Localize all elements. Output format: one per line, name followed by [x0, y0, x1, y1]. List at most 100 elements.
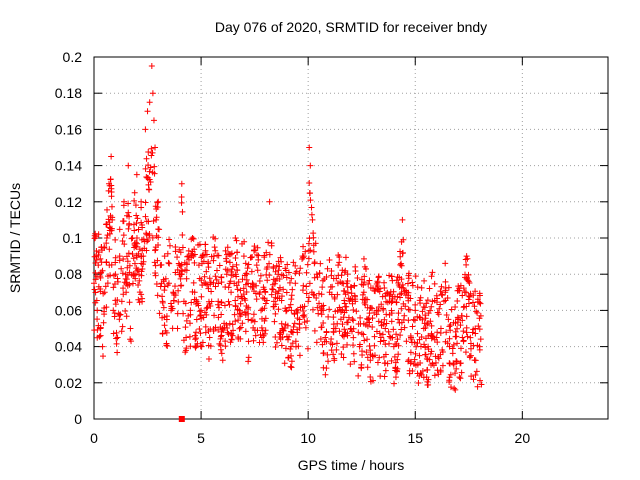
- data-point: [424, 382, 431, 389]
- y-tick-label: 0.1: [63, 230, 83, 246]
- data-point: [386, 311, 393, 318]
- data-point: [156, 310, 163, 317]
- data-point: [158, 261, 165, 268]
- data-point: [292, 280, 299, 287]
- data-point: [192, 332, 199, 339]
- data-point: [457, 282, 464, 289]
- data-point: [236, 310, 243, 317]
- data-point: [318, 311, 325, 318]
- data-point: [286, 304, 293, 311]
- data-point: [416, 314, 423, 321]
- data-point: [412, 307, 419, 314]
- data-point: [422, 312, 429, 319]
- data-point: [300, 243, 307, 250]
- data-point: [355, 372, 362, 379]
- y-tick-label: 0.02: [55, 375, 82, 391]
- data-point: [125, 209, 132, 216]
- data-point: [251, 288, 258, 295]
- data-point: [236, 325, 243, 332]
- data-point: [103, 240, 110, 247]
- data-point: [125, 200, 132, 207]
- data-point: [155, 198, 162, 205]
- data-point: [225, 298, 232, 305]
- y-tick-label: 0: [74, 411, 82, 427]
- data-point: [91, 286, 98, 293]
- data-point: [374, 359, 381, 366]
- x-axis-label: GPS time / hours: [298, 457, 405, 473]
- data-point: [248, 317, 255, 324]
- data-point: [142, 165, 149, 172]
- data-point: [132, 271, 139, 278]
- data-point: [303, 290, 310, 297]
- chart-title: Day 076 of 2020, SRMTID for receiver bnd…: [215, 19, 487, 35]
- data-point: [127, 325, 134, 332]
- data-point: [183, 275, 190, 282]
- data-point: [97, 255, 104, 262]
- data-point: [218, 274, 225, 281]
- data-point: [240, 253, 247, 260]
- data-point: [135, 296, 142, 303]
- data-point: [129, 280, 136, 287]
- data-point: [127, 336, 134, 343]
- data-point: [366, 319, 373, 326]
- data-point: [95, 249, 102, 256]
- data-point: [364, 336, 371, 343]
- data-point: [278, 258, 285, 265]
- data-point: [165, 259, 172, 266]
- data-point: [435, 353, 442, 360]
- data-point: [383, 320, 390, 327]
- data-point: [395, 351, 402, 358]
- data-point: [276, 329, 283, 336]
- data-point: [362, 301, 369, 308]
- data-point: [476, 315, 483, 322]
- data-point: [275, 306, 282, 313]
- data-point: [351, 358, 358, 365]
- data-point: [274, 275, 281, 282]
- data-point: [226, 259, 233, 266]
- data-point: [341, 297, 348, 304]
- data-point: [283, 333, 290, 340]
- data-point: [143, 230, 150, 237]
- data-point: [263, 266, 270, 273]
- data-point: [254, 267, 261, 274]
- data-point: [476, 346, 483, 353]
- data-point: [411, 356, 418, 363]
- data-point: [104, 206, 111, 213]
- data-point: [412, 301, 419, 308]
- data-point: [264, 277, 271, 284]
- data-point: [230, 327, 237, 334]
- data-point: [253, 296, 260, 303]
- data-point: [331, 355, 338, 362]
- data-point: [290, 259, 297, 266]
- data-point: [470, 376, 477, 383]
- data-point: [237, 300, 244, 307]
- data-point: [377, 338, 384, 345]
- data-point: [158, 280, 165, 287]
- data-point: [380, 305, 387, 312]
- data-point: [469, 329, 476, 336]
- data-point: [434, 309, 441, 316]
- data-point: [323, 338, 330, 345]
- data-point: [197, 330, 204, 337]
- data-point: [92, 289, 99, 296]
- data-point: [277, 336, 284, 343]
- data-point: [152, 262, 159, 269]
- data-point: [429, 360, 436, 367]
- data-point: [386, 292, 393, 299]
- data-point: [114, 349, 121, 356]
- data-point: [301, 313, 308, 320]
- data-point: [237, 324, 244, 331]
- data-point: [203, 311, 210, 318]
- data-point: [243, 271, 250, 278]
- data-point: [125, 250, 132, 257]
- data-point: [417, 343, 424, 350]
- data-point: [306, 280, 313, 287]
- data-point: [431, 280, 438, 287]
- data-point: [342, 267, 349, 274]
- data-point: [369, 323, 376, 330]
- data-point: [308, 204, 315, 211]
- data-point: [100, 319, 107, 326]
- data-point: [131, 227, 138, 234]
- data-point: [197, 312, 204, 319]
- data-point: [266, 198, 273, 205]
